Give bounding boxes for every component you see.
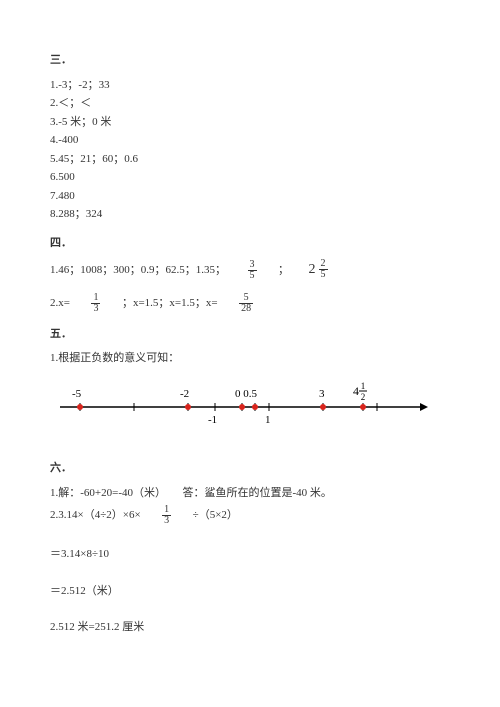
section-3-line: 3.-5 米；0 米 [50,114,450,131]
svg-text:-5: -5 [72,388,82,400]
section-5-line1: 1.根据正负数的意义可知： [50,350,450,367]
frac-den: 5 [248,271,257,281]
mixed-whole: 2 [309,259,316,280]
fraction-1-3: 1 3 [91,293,100,314]
frac-den: 28 [239,304,253,314]
s4-l1-prefix: 1.46；1008；300；0.9；62.5；1.35； [50,264,226,276]
section-4-title: 四． [50,235,450,252]
section-4-line2: 2.x= 1 3 ；x=1.5；x=1.5；x= 5 28 [50,293,450,314]
svg-text:1: 1 [265,414,271,426]
frac-den: 5 [319,270,328,280]
section-6-line3: ＝3.14×8÷10 [50,546,450,563]
section-3-title: 三． [50,52,450,69]
section-3-line: 6.500 [50,169,450,186]
fraction-3-5: 3 5 [248,260,257,281]
section-3-line: 8.288；324 [50,206,450,223]
section-3-line: 4.-400 [50,132,450,149]
svg-text:2: 2 [361,392,366,402]
section-3-line: 1.-3；-2；33 [50,77,450,94]
s6-l2-a: 2.3.14×（4÷2）×6× [50,510,141,522]
svg-text:-1: -1 [208,414,217,426]
section-5-title: 五． [50,326,450,343]
svg-text:0 0.5: 0 0.5 [235,388,258,400]
section-3-line: 7.480 [50,188,450,205]
svg-text:-2: -2 [180,388,189,400]
frac-den: 3 [91,304,100,314]
s6-l2-b: ÷（5×2） [193,510,238,522]
section-6-title: 六． [50,460,450,477]
s4-l2-a: 2.x= [50,297,70,309]
section-3-body: 1.-3；-2；332.＜；＜ 3.-5 米；0 米4.-400 5.45；21；6… [50,77,450,223]
s4-l2-b: ；x=1.5；x=1.5；x= [122,297,218,309]
s4-sep1: ； [278,264,289,276]
section-3-line: 5.45；21；60；0.6 [50,151,450,168]
frac-den: 3 [162,516,171,526]
number-line: -5-2-10 0.513412 [50,379,450,445]
section-6-line1: 1.解：-60+20=-40（米） 答：鲨鱼所在的位置是-40 米。 [50,485,450,502]
section-3-line: 2.＜；＜ [50,95,450,112]
section-6-line5: 2.512 米=251.2 厘米 [50,619,450,636]
fraction-1-3-b: 1 3 [162,505,171,526]
mixed-frac: 2 5 [319,259,328,280]
mixed-2-2-5: 2 2 5 [309,259,330,280]
svg-text:4: 4 [353,384,359,398]
svg-text:1: 1 [361,381,366,391]
fraction-5-28: 5 28 [239,293,253,314]
number-line-svg: -5-2-10 0.513412 [50,379,430,439]
section-4-line1: 1.46；1008；300；0.9；62.5；1.35； 3 5 ； 2 2 5 [50,259,450,281]
section-6-line2: 2.3.14×（4÷2）×6× 1 3 ÷（5×2） [50,505,450,526]
svg-text:3: 3 [319,388,325,400]
section-6-line4: ＝2.512（米） [50,583,450,600]
